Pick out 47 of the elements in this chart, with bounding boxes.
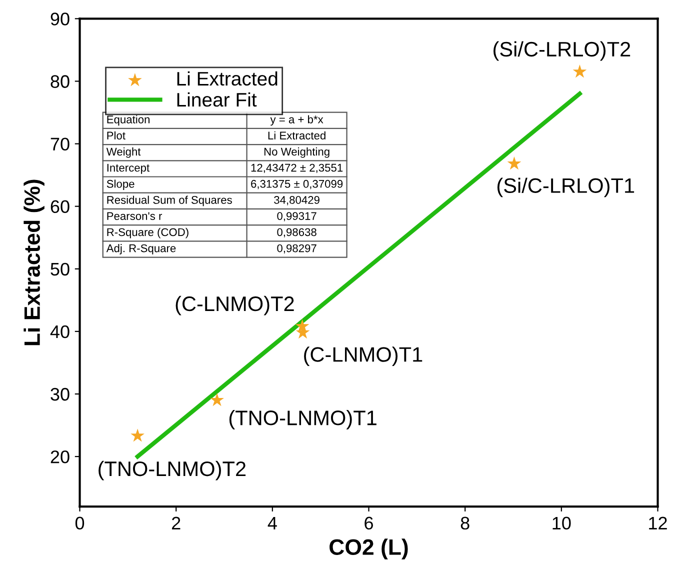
annotation: No Weighting	[264, 147, 330, 158]
annotation: 0,99317	[277, 212, 316, 222]
y-tick-label: 70	[50, 138, 70, 150]
x-axis-title: CO2 (L)	[330, 538, 408, 560]
annotation: Slope	[106, 180, 134, 190]
annotation: Li Extracted	[268, 131, 326, 140]
annotation: y = a + b*x	[270, 115, 324, 126]
annotation: R-Square (COD)	[107, 228, 188, 238]
y-tick-label: 90	[50, 12, 70, 26]
annotation: (C-LNMO)T1	[304, 346, 422, 366]
point	[572, 64, 587, 78]
annotation: Adj. R-Square	[106, 244, 176, 254]
x-tick-label: 2	[172, 516, 180, 530]
annotation: (TNO-LNMO)T2	[98, 460, 246, 480]
annotation: Intercept	[107, 164, 150, 174]
x-tick-label: 12	[649, 516, 667, 530]
y-tick-label: 60	[50, 200, 70, 214]
annotation: 6,31375 ± 0,37099	[251, 180, 343, 190]
annotation: Weight	[106, 147, 141, 158]
annotation: 0,98638	[277, 228, 316, 238]
x-tick-label: 0	[75, 516, 84, 530]
annotation: (Si/C-LRLO)T2	[494, 41, 630, 61]
y-axis-title: Li Extracted (%)	[24, 180, 44, 346]
x-tick-label: 6	[364, 516, 373, 530]
x-tick-label: 8	[460, 516, 470, 530]
annotation: (C-LNMO)T2	[176, 296, 294, 316]
point	[130, 428, 144, 442]
annotation: (TNO-LNMO)T1	[229, 410, 376, 430]
y-tick-label: 20	[50, 450, 70, 464]
annotation: Plot	[107, 131, 126, 140]
annotation: 12,43472 ± 2,3551	[251, 164, 343, 173]
annotation: Pearson's r	[107, 212, 162, 220]
legend-label: Linear Fit	[177, 92, 257, 107]
x-tick-label: 4	[268, 516, 277, 530]
annotation: Residual Sum of Squares	[107, 196, 232, 206]
y-tick-label: 80	[50, 75, 70, 88]
legend-label: Li Extracted	[177, 71, 278, 86]
point	[210, 392, 224, 406]
x-tick-label: 10	[552, 516, 571, 530]
y-tick-label: 50	[50, 262, 70, 276]
y-tick-label: 40	[50, 325, 70, 338]
annotation: Equation	[107, 115, 150, 126]
annotation: 0,98297	[277, 244, 316, 254]
annotation: (Si/C-LRLO)T1	[497, 178, 634, 198]
annotation: 34,80429	[274, 196, 320, 206]
point	[507, 156, 522, 170]
y-tick-label: 30	[50, 388, 70, 401]
